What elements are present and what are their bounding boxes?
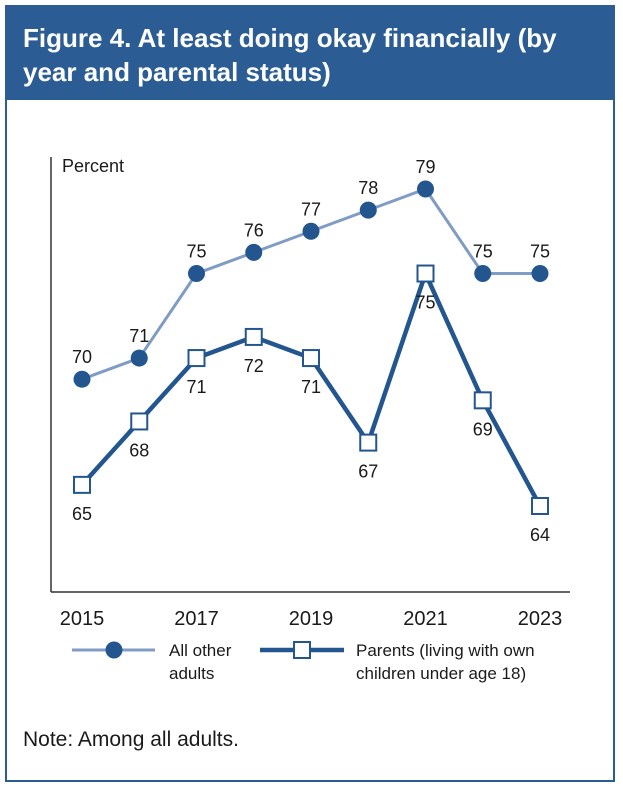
data-label-parents: 69 (473, 419, 493, 439)
point-parents (244, 327, 263, 346)
data-label-all-other-adults: 71 (129, 326, 149, 346)
data-label-all-other-adults: 76 (244, 220, 264, 240)
data-label-parents: 65 (72, 504, 92, 524)
legend-label-all-other-adults: adults (169, 664, 214, 683)
data-label-all-other-adults: 78 (358, 178, 378, 198)
point-all-other-adults (130, 349, 148, 367)
point-parents (531, 497, 549, 515)
data-label-all-other-adults: 77 (301, 199, 321, 219)
data-label-parents: 72 (244, 356, 264, 376)
point-all-other-adults (188, 265, 205, 283)
data-label-all-other-adults: 70 (72, 347, 92, 367)
point-all-other-adults (73, 370, 91, 388)
point-parents (473, 391, 492, 410)
point-all-other-adults (245, 243, 263, 261)
legend-label-all-other-adults: All other (169, 641, 232, 660)
x-tick-label-2023: 2023 (518, 608, 563, 630)
data-label-all-other-adults: 75 (473, 242, 493, 262)
data-label-all-other-adults: 75 (186, 242, 206, 262)
y-axis-label: Percent (62, 156, 124, 176)
data-label-parents: 75 (415, 293, 435, 313)
data-label-parents: 71 (186, 377, 206, 397)
point-all-other-adults (474, 265, 492, 283)
x-tick-label-2017: 2017 (174, 608, 219, 630)
point-parents (302, 349, 320, 368)
point-parents (130, 412, 149, 431)
point-all-other-adults (359, 201, 377, 219)
data-label-all-other-adults: 75 (530, 242, 550, 262)
legend-label-parents: children under age 18) (356, 664, 526, 683)
legend-marker-parents (293, 641, 311, 659)
point-parents (359, 433, 378, 452)
point-all-other-adults (417, 180, 434, 198)
figure-note: Note: Among all adults. (23, 728, 239, 751)
data-label-parents: 71 (301, 377, 321, 397)
figure-title: Figure 4. At least doing okay financiall… (23, 23, 557, 87)
point-all-other-adults (531, 265, 549, 283)
point-parents (187, 349, 206, 368)
data-label-parents: 67 (358, 462, 378, 482)
figure-header (5, 5, 615, 100)
data-label-all-other-adults: 79 (415, 157, 435, 177)
x-tick-label-2015: 2015 (60, 608, 105, 630)
legend-label-parents: Parents (living with own (356, 641, 535, 660)
x-tick-label-2019: 2019 (289, 608, 334, 630)
data-label-parents: 64 (530, 525, 550, 545)
data-label-parents: 68 (129, 440, 149, 460)
legend-marker-all-other-adults (105, 641, 123, 659)
point-all-other-adults (302, 222, 320, 240)
x-tick-label-2021: 2021 (403, 608, 448, 630)
point-parents (73, 475, 91, 494)
point-parents (416, 264, 435, 283)
